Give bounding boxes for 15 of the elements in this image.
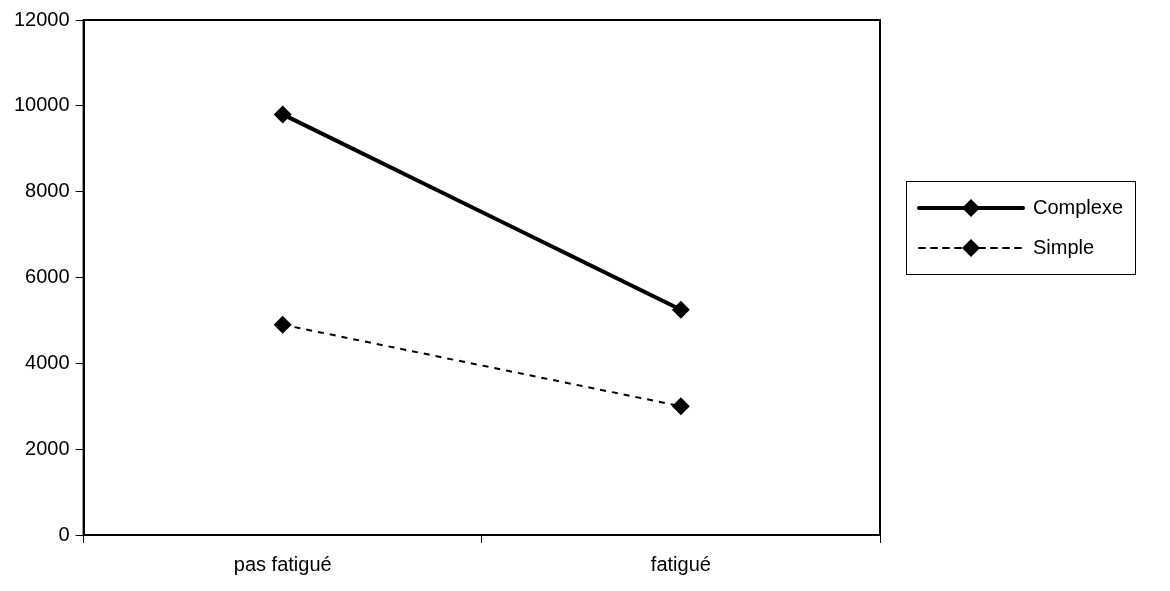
text: Complexe — [1033, 196, 1124, 219]
point — [273, 105, 292, 124]
y-tick-label: 6000 — [25, 265, 70, 288]
point — [671, 397, 690, 416]
point — [273, 315, 292, 334]
x-tick-label: fatigué — [650, 552, 711, 575]
y-tick-label: 0 — [58, 522, 70, 545]
y-tick-label: 10000 — [13, 93, 70, 116]
y-tick-label: 12000 — [13, 7, 70, 30]
x-tick-label: pas fatigué — [233, 552, 332, 575]
y-tick-label: 2000 — [25, 436, 70, 459]
y-tick-label: 4000 — [25, 350, 70, 373]
text: Simple — [1033, 236, 1095, 259]
y-tick-label: 8000 — [25, 179, 70, 202]
point — [671, 300, 690, 319]
